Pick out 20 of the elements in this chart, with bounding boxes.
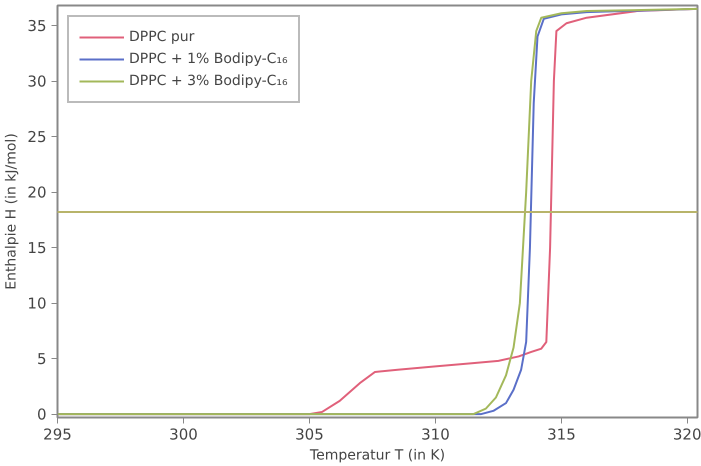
x-tick-label: 315 <box>547 426 576 444</box>
x-tick-label: 310 <box>421 426 450 444</box>
x-tick-label: 305 <box>295 426 324 444</box>
y-tick-label: 10 <box>27 294 47 313</box>
y-tick-label: 25 <box>27 128 47 146</box>
y-tick-label: 30 <box>27 72 47 91</box>
legend-label: DPPC + 1% Bodipy-C₁₆ <box>129 51 288 67</box>
legend-label: DPPC + 3% Bodipy-C₁₆ <box>129 73 288 89</box>
y-tick-label: 15 <box>27 239 47 258</box>
x-tick-label: 300 <box>169 426 198 444</box>
y-tick-label: 20 <box>27 184 47 202</box>
legend-label: DPPC pur <box>129 29 194 45</box>
x-axis-title: Temperatur T (in K) <box>308 448 446 464</box>
y-tick-label: 35 <box>27 16 47 35</box>
x-tick-label: 295 <box>43 426 72 444</box>
y-tick-label: 0 <box>36 406 47 424</box>
x-tick-label: 320 <box>672 426 701 444</box>
y-tick-label: 5 <box>36 350 47 368</box>
line-series <box>58 8 698 416</box>
y-axis-title: Enthalpie H (in kJ/mol) <box>3 133 20 290</box>
